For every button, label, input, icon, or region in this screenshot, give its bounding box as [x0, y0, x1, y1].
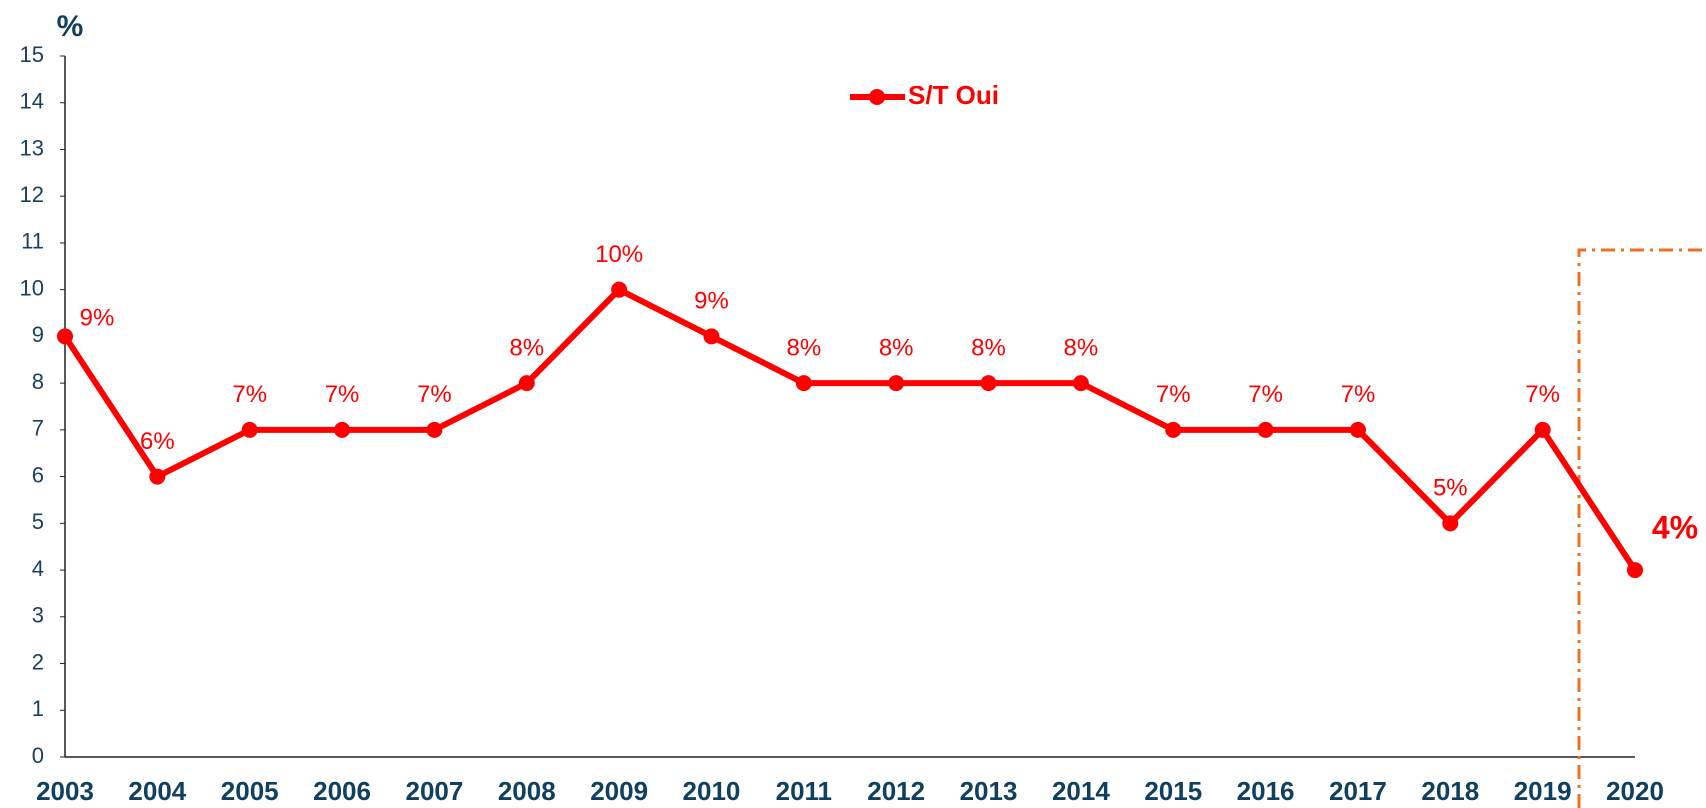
y-axis-label: %: [57, 10, 84, 43]
point: [1257, 421, 1274, 438]
data-label: 7%: [232, 381, 267, 408]
y-tick-label: 6: [32, 462, 44, 487]
y-tick-label: 11: [21, 229, 44, 254]
x-tick-label: 2019: [1514, 776, 1572, 806]
data-label: 8%: [1064, 334, 1099, 361]
x-tick-label: 2018: [1421, 776, 1479, 806]
point: [57, 328, 73, 345]
data-label: 7%: [1248, 381, 1283, 408]
data-label: 7%: [417, 381, 452, 408]
point: [1165, 421, 1182, 438]
y-tick-label: 10: [20, 275, 44, 300]
y-tick-label: 4: [32, 556, 44, 581]
x-tick-label: 2010: [683, 776, 741, 806]
data-label: 8%: [971, 334, 1006, 361]
x-tick-label: 2012: [867, 776, 925, 806]
point: [703, 328, 720, 345]
data-label: 8%: [509, 334, 544, 361]
point: [1072, 375, 1089, 392]
point: [1627, 562, 1643, 579]
x-tick-label: 2004: [128, 776, 186, 806]
x-tick-label: 2020: [1606, 776, 1664, 806]
data-label: 6%: [140, 428, 175, 455]
x-tick-label: 2011: [776, 776, 832, 806]
point: [241, 421, 258, 438]
y-tick-label: 5: [32, 509, 44, 534]
point: [888, 375, 905, 392]
point: [1442, 515, 1459, 532]
y-tick-label: 1: [32, 696, 44, 721]
x-tick-label: 2014: [1052, 776, 1110, 806]
data-label: 7%: [1156, 381, 1191, 408]
x-tick-label: 2013: [960, 776, 1018, 806]
forecast-marker: [1577, 248, 1706, 808]
data-label: 9%: [80, 305, 115, 332]
x-tick-label: 2015: [1144, 776, 1202, 806]
y-tick-label: 2: [32, 649, 44, 674]
legend-marker: [869, 89, 885, 105]
y-tick-label: 13: [20, 135, 44, 160]
data-label: 9%: [694, 288, 729, 315]
point: [1349, 421, 1366, 438]
x-tick-label: 2017: [1329, 776, 1387, 806]
point: [795, 375, 812, 392]
point: [334, 421, 351, 438]
y-tick-label: 15: [20, 42, 44, 67]
data-label: 7%: [1525, 381, 1560, 408]
data-label: 4%: [1652, 510, 1698, 546]
y-tick-label: 9: [32, 322, 44, 347]
data-label: 8%: [879, 334, 914, 361]
data-label: 7%: [325, 381, 360, 408]
data-label: 10%: [595, 241, 643, 268]
y-tick-label: 14: [20, 89, 44, 114]
point: [426, 421, 443, 438]
data-label: 8%: [786, 334, 821, 361]
legend-label: S/T Oui: [908, 80, 999, 110]
x-tick-label: 2008: [498, 776, 556, 806]
y-tick-label: 7: [32, 416, 44, 441]
y-tick-label: 8: [32, 369, 44, 394]
x-tick-label: 2016: [1237, 776, 1295, 806]
x-tick-label: 2009: [590, 776, 648, 806]
x-tick-label: 2005: [221, 776, 279, 806]
point: [149, 468, 166, 485]
y-tick-label: 3: [32, 603, 44, 628]
data-label: 5%: [1433, 475, 1468, 502]
data-label: 7%: [1341, 381, 1376, 408]
point: [611, 281, 628, 298]
point: [518, 375, 535, 392]
line: [62, 286, 1638, 572]
x-tick-label: 2006: [313, 776, 371, 806]
y-tick-label: 0: [32, 743, 44, 768]
x-tick-label: 2003: [36, 776, 94, 806]
point: [980, 375, 997, 392]
point: [1534, 421, 1551, 438]
y-tick-label: 12: [20, 182, 44, 207]
x-tick-label: 2007: [405, 776, 463, 806]
